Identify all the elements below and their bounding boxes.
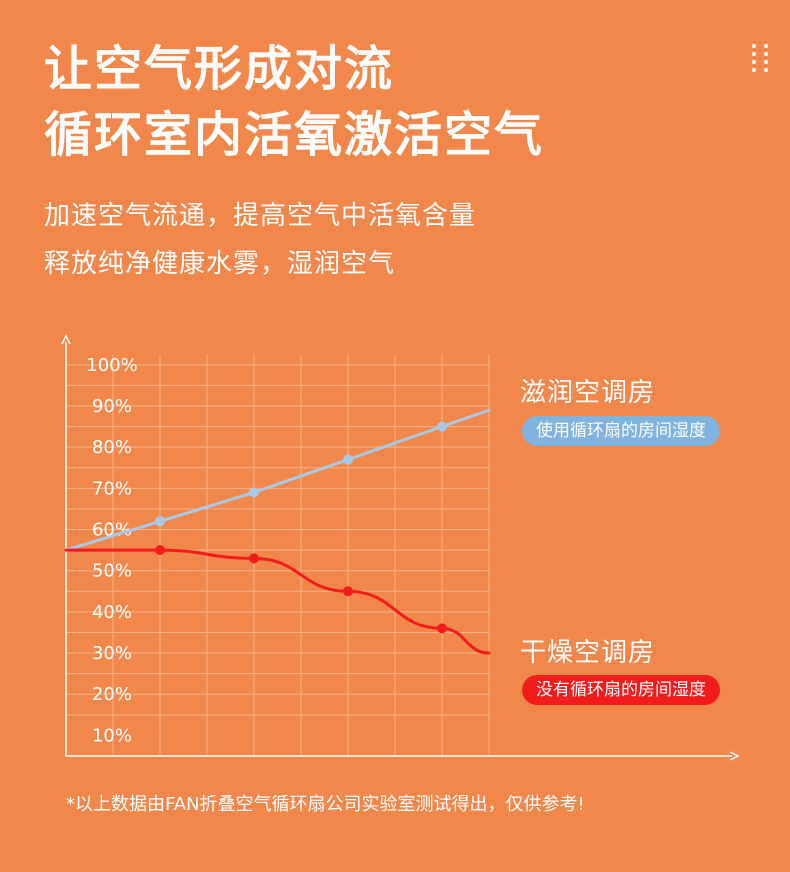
data-point-dry [155, 545, 165, 556]
y-tick-label: 70% [92, 478, 132, 499]
data-point-dry [437, 623, 447, 634]
data-point-humid [155, 516, 165, 527]
footnote: *以上数据由FAN折叠空气循环扇公司实验室测试得出，仅供参考! [66, 794, 585, 815]
y-tick-label: 100% [86, 355, 137, 376]
data-point-humid [343, 454, 353, 465]
data-point-humid [249, 487, 259, 498]
headline-line-1: 让空气形成对流 [44, 41, 395, 97]
more-dots-icon[interactable] [752, 44, 770, 74]
series-title-dry: 干燥空调房 [520, 638, 656, 668]
y-tick-label: 10% [92, 725, 132, 746]
y-tick-label: 20% [92, 684, 132, 705]
data-point-dry [249, 553, 259, 564]
series-title-humid: 滋润空调房 [520, 378, 656, 408]
headline: 让空气形成对流 循环室内活氧激活空气 [44, 36, 544, 168]
data-point-dry [343, 586, 353, 597]
y-tick-label: 90% [92, 396, 132, 417]
subheadline-line-2: 释放纯净健康水雾，湿润空气 [44, 249, 396, 279]
series-line-humid [64, 408, 491, 552]
y-tick-label: 40% [92, 602, 132, 623]
series-pill-humid: 使用循环扇的房间湿度 [522, 416, 720, 446]
series-pill-dry: 没有循环扇的房间湿度 [522, 675, 720, 705]
subheadline: 加速空气流通，提高空气中活氧含量 释放纯净健康水雾，湿润空气 [44, 192, 476, 288]
headline-line-2: 循环室内活氧激活空气 [44, 107, 545, 163]
data-point-humid [437, 421, 447, 432]
y-tick-label: 80% [92, 437, 132, 458]
y-tick-label: 50% [92, 561, 132, 582]
x-axis-arrow [729, 751, 740, 761]
y-tick-label: 60% [92, 520, 132, 541]
subheadline-line-1: 加速空气流通，提高空气中活氧含量 [44, 201, 477, 231]
y-tick-label: 30% [92, 643, 132, 664]
y-axis-arrow [61, 334, 71, 345]
